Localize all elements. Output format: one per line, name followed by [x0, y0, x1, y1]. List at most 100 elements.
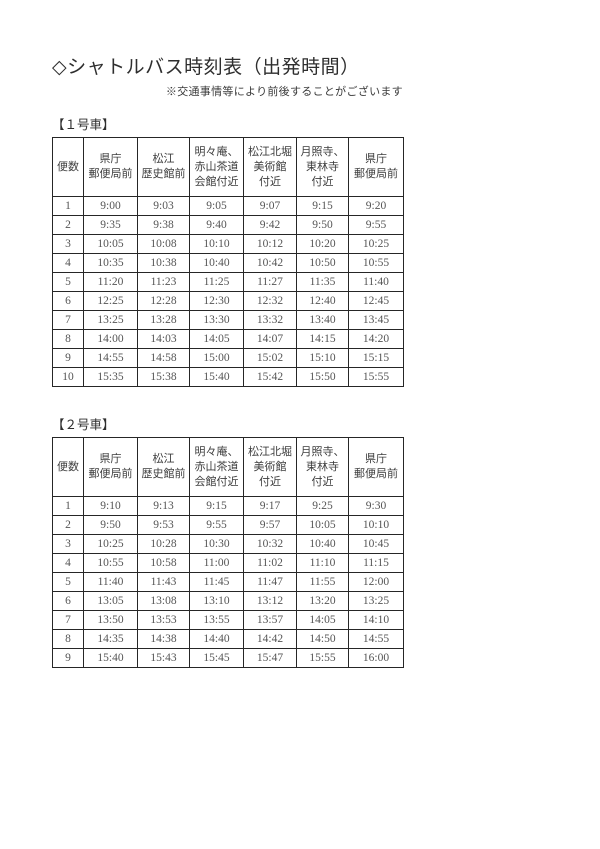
time-cell: 10:25	[348, 234, 404, 254]
disclaimer-note: ※交通事情等により前後することがございます	[165, 86, 403, 98]
time-cell: 11:45	[189, 572, 244, 592]
trip-number-cell: 5	[52, 272, 84, 292]
table-row: 7 13:25 13:28 13:30 13:32 13:40 13:45	[52, 310, 404, 330]
time-cell: 13:10	[189, 591, 244, 611]
time-cell: 10:38	[137, 253, 190, 273]
time-cell: 11:23	[137, 272, 190, 292]
time-cell: 11:35	[296, 272, 349, 292]
table-row: 4 10:55 10:58 11:00 11:02 11:10 11:15	[52, 553, 404, 573]
time-cell: 14:05	[296, 610, 349, 630]
time-cell: 14:55	[348, 629, 404, 649]
table-row: 9 15:40 15:43 15:45 15:47 15:55 16:00	[52, 648, 404, 668]
time-cell: 10:58	[137, 553, 190, 573]
trip-number-cell: 10	[52, 367, 84, 387]
time-cell: 11:15	[348, 553, 404, 573]
time-cell: 14:42	[243, 629, 297, 649]
time-cell: 12:25	[83, 291, 138, 311]
time-cell: 14:38	[137, 629, 190, 649]
trip-number-cell: 4	[52, 253, 84, 273]
bus1-timetable: 便数 県庁 郵便局前 松江 歴史館前 明々庵、 赤山茶道 会館付近 松江北堀 美術館 付…	[52, 137, 404, 387]
trip-number-cell: 8	[52, 629, 84, 649]
table-row: 2 9:50 9:53 9:55 9:57 10:05 10:10	[52, 515, 404, 535]
time-cell: 10:55	[83, 553, 138, 573]
time-cell: 10:32	[243, 534, 297, 554]
table-row: 5 11:20 11:23 11:25 11:27 11:35 11:40	[52, 272, 404, 292]
table-row: 4 10:35 10:38 10:40 10:42 10:50 10:55	[52, 253, 404, 273]
time-cell: 9:07	[243, 196, 297, 216]
trip-number-header: 便数	[52, 137, 84, 197]
time-cell: 14:05	[189, 329, 244, 349]
time-cell: 15:55	[348, 367, 404, 387]
stop-header: 月照寺、 東林寺 付近	[296, 437, 349, 497]
time-cell: 15:02	[243, 348, 297, 368]
time-cell: 11:47	[243, 572, 297, 592]
time-cell: 9:57	[243, 515, 297, 535]
table-row: 7 13:50 13:53 13:55 13:57 14:05 14:10	[52, 610, 404, 630]
time-cell: 9:15	[296, 196, 349, 216]
time-cell: 15:35	[83, 367, 138, 387]
time-cell: 10:45	[348, 534, 404, 554]
time-cell: 9:35	[83, 215, 138, 235]
time-cell: 11:02	[243, 553, 297, 573]
time-cell: 9:50	[296, 215, 349, 235]
header-row: 便数 県庁 郵便局前 松江 歴史館前 明々庵、 赤山茶道 会館付近 松江北堀 美術館 付…	[52, 137, 404, 197]
stop-header: 松江 歴史館前	[137, 137, 190, 197]
time-cell: 15:55	[296, 648, 349, 668]
time-cell: 11:20	[83, 272, 138, 292]
time-cell: 13:28	[137, 310, 190, 330]
trip-number-cell: 2	[52, 515, 84, 535]
time-cell: 15:15	[348, 348, 404, 368]
stop-header: 明々庵、 赤山茶道 会館付近	[189, 137, 244, 197]
trip-number-cell: 9	[52, 648, 84, 668]
time-cell: 14:58	[137, 348, 190, 368]
time-cell: 15:43	[137, 648, 190, 668]
time-cell: 10:40	[189, 253, 244, 273]
time-cell: 14:10	[348, 610, 404, 630]
time-cell: 9:55	[348, 215, 404, 235]
time-cell: 10:30	[189, 534, 244, 554]
stop-header: 明々庵、 赤山茶道 会館付近	[189, 437, 244, 497]
trip-number-cell: 8	[52, 329, 84, 349]
time-cell: 9:03	[137, 196, 190, 216]
table-row: 9 14:55 14:58 15:00 15:02 15:10 15:15	[52, 348, 404, 368]
time-cell: 9:00	[83, 196, 138, 216]
trip-number-cell: 3	[52, 534, 84, 554]
time-cell: 15:38	[137, 367, 190, 387]
table-row: 5 11:40 11:43 11:45 11:47 11:55 12:00	[52, 572, 404, 592]
bus2-timetable: 便数 県庁 郵便局前 松江 歴史館前 明々庵、 赤山茶道 会館付近 松江北堀 美術館 付…	[52, 437, 404, 668]
time-cell: 10:55	[348, 253, 404, 273]
stop-header: 県庁 郵便局前	[348, 437, 404, 497]
time-cell: 14:07	[243, 329, 297, 349]
time-cell: 10:12	[243, 234, 297, 254]
time-cell: 14:50	[296, 629, 349, 649]
time-cell: 15:10	[296, 348, 349, 368]
time-cell: 13:30	[189, 310, 244, 330]
time-cell: 10:42	[243, 253, 297, 273]
time-cell: 13:20	[296, 591, 349, 611]
time-cell: 9:30	[348, 496, 404, 516]
time-cell: 13:57	[243, 610, 297, 630]
table-row: 1 9:10 9:13 9:15 9:17 9:25 9:30	[52, 496, 404, 516]
time-cell: 11:43	[137, 572, 190, 592]
time-cell: 9:40	[189, 215, 244, 235]
time-cell: 13:32	[243, 310, 297, 330]
time-cell: 13:25	[83, 310, 138, 330]
time-cell: 9:50	[83, 515, 138, 535]
time-cell: 11:27	[243, 272, 297, 292]
table-row: 3 10:25 10:28 10:30 10:32 10:40 10:45	[52, 534, 404, 554]
time-cell: 11:40	[83, 572, 138, 592]
trip-number-cell: 7	[52, 610, 84, 630]
time-cell: 12:45	[348, 291, 404, 311]
time-cell: 14:20	[348, 329, 404, 349]
time-cell: 10:05	[83, 234, 138, 254]
time-cell: 15:00	[189, 348, 244, 368]
time-cell: 15:50	[296, 367, 349, 387]
time-cell: 9:55	[189, 515, 244, 535]
time-cell: 13:12	[243, 591, 297, 611]
time-cell: 9:42	[243, 215, 297, 235]
time-cell: 13:55	[189, 610, 244, 630]
time-cell: 13:25	[348, 591, 404, 611]
trip-number-cell: 2	[52, 215, 84, 235]
time-cell: 11:10	[296, 553, 349, 573]
